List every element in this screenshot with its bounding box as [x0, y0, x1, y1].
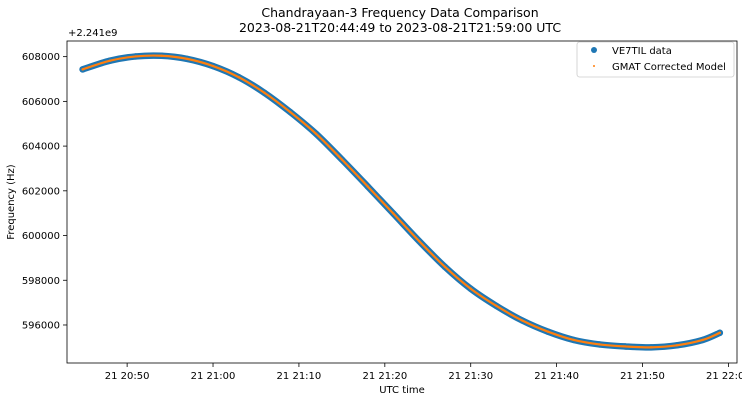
legend-marker-gmat: [593, 65, 595, 67]
point-gmat: [186, 57, 189, 61]
chart-subtitle: 2023-08-21T20:44:49 to 2023-08-21T21:59:…: [239, 20, 561, 35]
x-tick-label: 21 21:30: [448, 371, 493, 382]
point-gmat: [108, 59, 112, 62]
series-gmat-trace: [81, 54, 721, 349]
point-gmat: [160, 54, 163, 57]
point-gmat: [675, 344, 679, 347]
legend-label-ve7til: VE7TIL data: [612, 46, 672, 57]
x-tick-label: 21 21:50: [620, 371, 665, 382]
y-tick-label: 602000: [22, 186, 60, 197]
point-gmat: [701, 338, 704, 342]
point-gmat: [521, 319, 524, 322]
x-axis-label: UTC time: [379, 385, 425, 396]
point-gmat: [263, 91, 266, 95]
point-gmat: [624, 345, 627, 348]
point-gmat: [81, 68, 84, 71]
y-tick-label: 606000: [22, 97, 60, 108]
point-gmat: [495, 304, 498, 308]
plot-area-frame: [66, 40, 738, 364]
chart-marks: [79, 52, 724, 351]
point-gmat: [211, 64, 215, 68]
y-offset-label: +2.241e9: [68, 28, 118, 39]
legend-label-gmat: GMAT Corrected Model: [612, 62, 726, 73]
point-gmat: [340, 158, 344, 161]
point-gmat: [572, 338, 575, 342]
legend: VE7TIL data GMAT Corrected Model: [576, 41, 735, 78]
point-gmat: [469, 287, 472, 290]
y-axis-label: Frequency (Hz): [6, 164, 17, 240]
y-tick-label: 608000: [22, 52, 60, 63]
chart-title: Chandrayaan-3 Frequency Data Comparison: [261, 5, 538, 20]
point-gmat: [366, 185, 369, 188]
chart-axes: 21 20:50 21 21:00 21 21:10 21 21:20 21 21:30…: [22, 52, 742, 382]
x-tick-label: 21 22:00: [706, 371, 742, 382]
point-gmat: [417, 239, 421, 243]
point-gmat: [443, 265, 447, 269]
point-gmat: [718, 331, 722, 335]
x-tick-label: 21 21:10: [277, 371, 322, 382]
y-tick-label: 600000: [22, 231, 60, 242]
x-tick-label: 21 21:20: [362, 371, 407, 382]
series-ve7til-trace: [79, 52, 724, 351]
legend-marker-ve7til: [591, 47, 597, 53]
legend-frame: [576, 41, 735, 78]
point-gmat: [134, 55, 137, 58]
x-tick-label: 21 20:50: [105, 371, 150, 382]
point-gmat: [392, 212, 395, 215]
x-tick-label: 21 21:40: [534, 371, 579, 382]
point-gmat: [649, 346, 653, 349]
x-tick-label: 21 21:00: [191, 371, 236, 382]
y-tick-label: 598000: [22, 276, 60, 287]
point-gmat: [598, 343, 601, 346]
point-gmat: [289, 110, 292, 114]
point-gmat: [237, 76, 240, 79]
point-gmat: [314, 132, 318, 135]
point-gmat: [546, 330, 550, 333]
y-tick-label: 604000: [22, 142, 60, 153]
y-tick-label: 596000: [22, 320, 60, 331]
